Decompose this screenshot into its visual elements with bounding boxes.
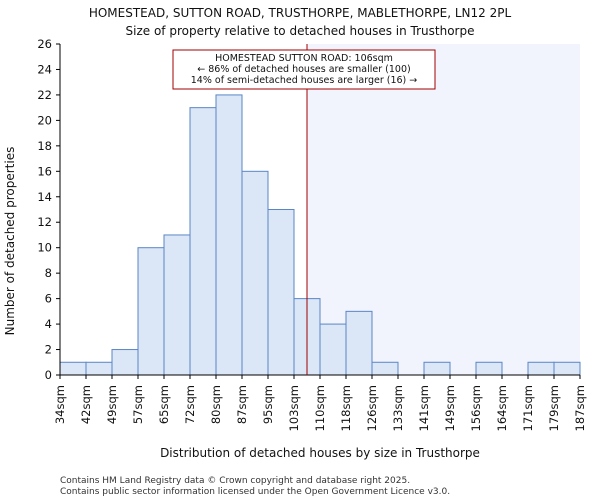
annotation-line-1: HOMESTEAD SUTTON ROAD: 106sqm <box>215 53 393 64</box>
bar-80sqm <box>215 94 243 376</box>
bar-42sqm <box>85 361 113 376</box>
x-tick-label-49sqm: 49sqm <box>105 385 119 424</box>
bar-57sqm <box>137 247 165 376</box>
x-tick-label-34sqm: 34sqm <box>53 385 67 424</box>
y-tick-label-0: 0 <box>45 368 52 382</box>
bar-65sqm <box>163 234 191 376</box>
y-tick-label-8: 8 <box>45 266 52 280</box>
y-tick-label-10: 10 <box>37 241 52 255</box>
bar-95sqm <box>267 209 295 376</box>
bar-72sqm <box>189 107 217 376</box>
bar-49sqm <box>111 349 139 376</box>
y-tick-label-12: 12 <box>37 215 52 229</box>
y-tick-label-20: 20 <box>37 113 52 127</box>
bar-171sqm <box>527 361 555 376</box>
x-tick-label-171sqm: 171sqm <box>521 385 535 431</box>
x-tick-label-72sqm: 72sqm <box>183 385 197 424</box>
bar-34sqm <box>59 361 87 376</box>
y-tick-label-22: 22 <box>37 88 52 102</box>
annotation-box <box>172 49 436 90</box>
bar-110sqm <box>319 323 347 376</box>
y-tick-label-18: 18 <box>37 139 52 153</box>
y-tick-label-2: 2 <box>45 343 52 357</box>
x-axis-label: Distribution of detached houses by size … <box>160 446 480 460</box>
bar-87sqm <box>241 170 269 376</box>
annotation-layer: HOMESTEAD SUTTON ROAD: 106sqm← 86% of de… <box>172 44 436 375</box>
x-tick-label-103sqm: 103sqm <box>287 385 301 431</box>
y-axis-label: Number of detached properties <box>3 147 17 336</box>
x-tick-label-57sqm: 57sqm <box>131 385 145 424</box>
x-tick-label-141sqm: 141sqm <box>417 385 431 431</box>
x-tick-label-65sqm: 65sqm <box>157 385 171 424</box>
bar-156sqm <box>475 361 503 376</box>
x-tick-label-110sqm: 110sqm <box>313 385 327 431</box>
footer-line-2: Contains public sector information licen… <box>60 487 450 497</box>
annotation-line-3: 14% of semi-detached houses are larger (… <box>191 75 418 86</box>
annotation-line-2: ← 86% of detached houses are smaller (10… <box>197 64 410 75</box>
y-tick-label-16: 16 <box>37 164 52 178</box>
x-tick-label-187sqm: 187sqm <box>573 385 587 431</box>
bar-141sqm <box>423 361 451 376</box>
x-tick-label-87sqm: 87sqm <box>235 385 249 424</box>
footer-line-1: Contains HM Land Registry data © Crown c… <box>60 476 410 486</box>
y-tick-label-14: 14 <box>37 190 52 204</box>
x-tick-label-118sqm: 118sqm <box>339 385 353 431</box>
bar-118sqm <box>345 310 373 376</box>
x-tick-label-156sqm: 156sqm <box>469 385 483 431</box>
x-tick-label-179sqm: 179sqm <box>547 385 561 431</box>
x-tick-label-133sqm: 133sqm <box>391 385 405 431</box>
y-tick-label-24: 24 <box>37 62 52 76</box>
chart-subtitle: Size of property relative to detached ho… <box>126 24 475 38</box>
y-tick-label-4: 4 <box>45 317 52 331</box>
y-tick-label-6: 6 <box>45 292 52 306</box>
chart-title: HOMESTEAD, SUTTON ROAD, TRUSTHORPE, MABL… <box>89 6 512 20</box>
bar-126sqm <box>371 361 399 376</box>
y-tick-label-26: 26 <box>37 37 52 51</box>
x-tick-label-95sqm: 95sqm <box>261 385 275 424</box>
x-tick-label-80sqm: 80sqm <box>209 385 223 424</box>
x-tick-label-164sqm: 164sqm <box>495 385 509 431</box>
x-tick-label-42sqm: 42sqm <box>79 385 93 424</box>
x-tick-label-149sqm: 149sqm <box>443 385 457 431</box>
x-tick-label-126sqm: 126sqm <box>365 385 379 431</box>
bar-179sqm <box>553 361 581 376</box>
